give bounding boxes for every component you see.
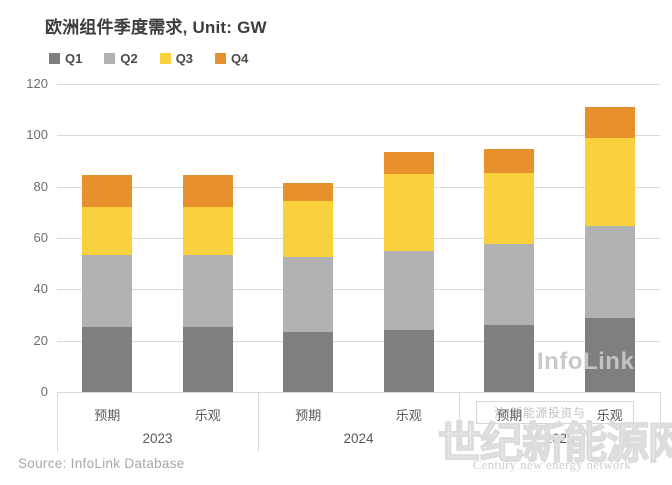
bar-segment-2024-乐观-q4 bbox=[383, 152, 434, 174]
x-category-label-2024-optimistic: 乐观 bbox=[395, 408, 422, 423]
gridline-120 bbox=[57, 84, 660, 85]
bar-segment-2023-预期-q4 bbox=[82, 175, 133, 208]
y-axis-tick-0: 0 bbox=[40, 384, 48, 399]
legend-item-q2: Q2 bbox=[104, 51, 138, 66]
x-year-label-2024: 2024 bbox=[343, 431, 374, 446]
bar-segment-2023-预期-q2 bbox=[82, 254, 133, 327]
bar-segment-2025-预期-q4 bbox=[484, 149, 535, 173]
gridline-0 bbox=[57, 392, 660, 393]
y-axis-tick-60: 60 bbox=[33, 230, 48, 245]
chart-title: 欧洲组件季度需求, Unit: GW bbox=[45, 18, 267, 37]
legend-label: Q2 bbox=[120, 51, 138, 66]
x-category-label-2023-expected: 预期 bbox=[94, 408, 121, 423]
legend-label: Q4 bbox=[231, 51, 249, 66]
legend-swatch-q2 bbox=[104, 53, 116, 64]
legend-swatch-q3 bbox=[159, 53, 171, 64]
bar-segment-2024-乐观-q3 bbox=[383, 173, 434, 251]
bar-segment-2023-乐观-q4 bbox=[182, 175, 233, 208]
legend-swatch-q1 bbox=[49, 53, 60, 64]
y-axis-tick-20: 20 bbox=[33, 332, 48, 348]
x-category-label-2025-expected: 预期 bbox=[496, 408, 523, 423]
x-year-label-2023: 2023 bbox=[142, 431, 173, 446]
legend-swatch-q4 bbox=[215, 53, 227, 64]
bar-2025-乐观 bbox=[584, 107, 635, 392]
bar-segment-2023-乐观-q3 bbox=[182, 207, 233, 255]
bar-segment-2024-预期-q2 bbox=[283, 257, 334, 332]
axis-group-separator bbox=[459, 392, 460, 452]
legend-label: Q3 bbox=[175, 51, 194, 66]
bar-segment-2023-乐观-q2 bbox=[182, 254, 233, 327]
gridline-40 bbox=[57, 289, 660, 291]
bar-segment-2024-预期-q1 bbox=[283, 331, 334, 392]
bar-segment-2025-预期-q3 bbox=[484, 172, 535, 245]
gridline-20 bbox=[57, 340, 660, 342]
bar-segment-2025-预期-q2 bbox=[484, 244, 535, 326]
bar-2023-预期 bbox=[82, 175, 133, 392]
x-category-label-2023-optimistic: 乐观 bbox=[194, 408, 221, 423]
axis-group-separator bbox=[660, 392, 661, 452]
bar-2025-预期 bbox=[484, 149, 535, 392]
bar-2024-乐观 bbox=[383, 152, 434, 392]
bar-segment-2025-乐观-q1 bbox=[584, 317, 635, 392]
bar-segment-2024-预期-q3 bbox=[283, 200, 334, 258]
bar-segment-2025-乐观-q2 bbox=[584, 226, 635, 318]
x-category-label-2025-optimistic: 乐观 bbox=[596, 408, 623, 423]
axis-group-separator bbox=[57, 392, 58, 452]
x-category-label-2024-expected: 预期 bbox=[295, 408, 322, 423]
y-axis-tick-80: 80 bbox=[33, 178, 48, 194]
site-watermark-en: Century new energy network bbox=[472, 458, 632, 472]
axis-group-separator bbox=[258, 392, 259, 452]
bar-segment-2024-乐观-q2 bbox=[383, 250, 434, 331]
gridline-60 bbox=[57, 238, 660, 239]
source-attribution: Source: InfoLink Database bbox=[18, 456, 185, 471]
gridline-100 bbox=[57, 135, 660, 137]
bar-segment-2025-预期-q1 bbox=[484, 325, 535, 392]
bar-segment-2025-乐观-q3 bbox=[584, 137, 635, 227]
legend-item-q1: Q1 bbox=[49, 51, 82, 66]
bar-segment-2024-预期-q4 bbox=[283, 182, 334, 201]
y-axis-tick-120: 120 bbox=[26, 76, 48, 91]
legend-item-q4: Q4 bbox=[215, 51, 248, 66]
bar-segment-2023-预期-q1 bbox=[82, 326, 133, 392]
bar-segment-2023-预期-q3 bbox=[82, 207, 133, 255]
bar-2024-预期 bbox=[283, 182, 334, 392]
legend: Q1 Q2 Q3 Q4 bbox=[49, 51, 248, 66]
legend-label: Q1 bbox=[65, 51, 83, 66]
y-axis-tick-40: 40 bbox=[33, 281, 48, 297]
legend-item-q3: Q3 bbox=[159, 51, 194, 66]
bar-2023-乐观 bbox=[182, 175, 233, 392]
y-axis-tick-100: 100 bbox=[26, 127, 48, 143]
x-year-label-2025: 2025 bbox=[544, 431, 575, 446]
gridline-80 bbox=[57, 186, 660, 188]
bar-segment-2023-乐观-q1 bbox=[182, 326, 233, 392]
bar-segment-2024-乐观-q1 bbox=[383, 330, 434, 392]
bar-segment-2025-乐观-q4 bbox=[584, 107, 635, 138]
